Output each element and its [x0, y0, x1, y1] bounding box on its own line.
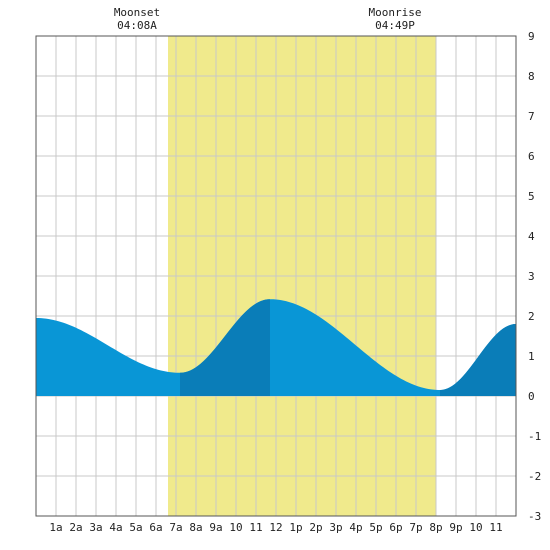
y-tick-label: 6 — [528, 150, 535, 163]
x-tick-label: 2a — [69, 521, 82, 534]
y-tick-label: 2 — [528, 310, 535, 323]
x-tick-label: 11 — [489, 521, 502, 534]
y-tick-label: 7 — [528, 110, 535, 123]
tide-layer — [36, 299, 516, 396]
moonrise-time: 04:49P — [375, 19, 415, 32]
grid-layer — [36, 36, 516, 516]
x-tick-label: 6a — [149, 521, 162, 534]
y-tick-label: 1 — [528, 350, 535, 363]
x-tick-label: 5p — [369, 521, 382, 534]
moonrise-label: Moonrise — [369, 6, 422, 19]
x-tick-label: 8a — [189, 521, 202, 534]
x-tick-label: 5a — [129, 521, 142, 534]
x-tick-label: 11 — [249, 521, 262, 534]
x-tick-label: 3p — [329, 521, 342, 534]
y-tick-label: 3 — [528, 270, 535, 283]
y-tick-label: 9 — [528, 30, 535, 43]
x-tick-label: 4a — [109, 521, 122, 534]
y-tick-label: 5 — [528, 190, 535, 203]
x-tick-label: 7a — [169, 521, 182, 534]
y-tick-label: 0 — [528, 390, 535, 403]
tide-area — [36, 299, 516, 396]
x-tick-label: 6p — [389, 521, 402, 534]
x-tick-label: 10 — [469, 521, 482, 534]
y-tick-label: -1 — [528, 430, 541, 443]
x-tick-label: 9a — [209, 521, 222, 534]
frame-layer — [35, 35, 517, 517]
x-tick-label: 9p — [449, 521, 462, 534]
tide-area-shaded — [180, 299, 270, 396]
x-tick-label: 1a — [49, 521, 62, 534]
x-tick-label: 1p — [289, 521, 302, 534]
x-tick-label: 3a — [89, 521, 102, 534]
moonset-time: 04:08A — [117, 19, 157, 32]
x-tick-label: 4p — [349, 521, 362, 534]
y-tick-label: 4 — [528, 230, 535, 243]
plot-frame — [35, 35, 517, 517]
y-tick-label: -2 — [528, 470, 541, 483]
moonset-label: Moonset — [114, 6, 160, 19]
x-tick-label: 8p — [429, 521, 442, 534]
x-tick-label: 2p — [309, 521, 322, 534]
x-tick-label: 7p — [409, 521, 422, 534]
x-tick-label: 12 — [269, 521, 282, 534]
y-tick-label: -3 — [528, 510, 541, 523]
tide-area-shaded — [440, 324, 516, 396]
x-tick-label: 10 — [229, 521, 242, 534]
y-tick-label: 8 — [528, 70, 535, 83]
